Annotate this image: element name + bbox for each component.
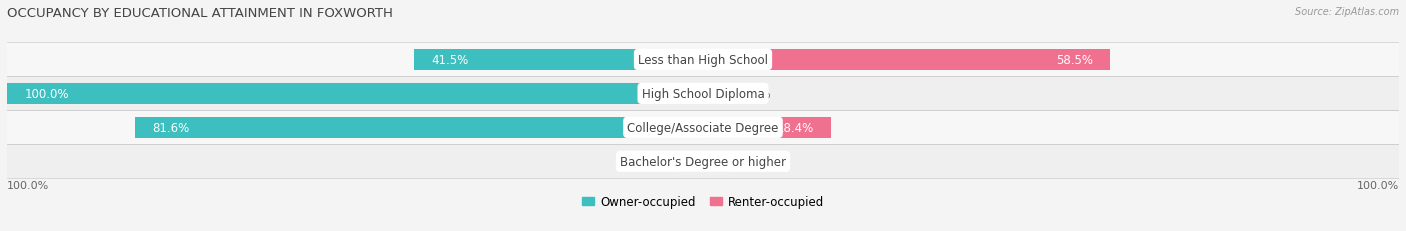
Text: 0.0%: 0.0% [741,155,770,168]
Bar [703,50,1111,71]
Bar [703,83,731,104]
Text: College/Associate Degree: College/Associate Degree [627,121,779,134]
Legend: Owner-occupied, Renter-occupied: Owner-occupied, Renter-occupied [578,191,828,213]
Text: 81.6%: 81.6% [152,121,190,134]
Bar [7,111,1399,145]
Bar [7,43,1399,77]
Bar [7,77,1399,111]
Text: 58.5%: 58.5% [1056,54,1092,67]
Bar [415,50,703,71]
Text: 0.0%: 0.0% [741,88,770,100]
Bar [703,117,831,138]
Text: 0.0%: 0.0% [636,155,665,168]
Text: Less than High School: Less than High School [638,54,768,67]
Text: 100.0%: 100.0% [24,88,69,100]
Text: 100.0%: 100.0% [7,180,49,190]
Bar [703,151,731,172]
Text: Source: ZipAtlas.com: Source: ZipAtlas.com [1295,7,1399,17]
Text: High School Diploma: High School Diploma [641,88,765,100]
Bar [675,151,703,172]
Text: 41.5%: 41.5% [432,54,468,67]
Bar [7,83,703,104]
Text: 100.0%: 100.0% [1357,180,1399,190]
Text: Bachelor's Degree or higher: Bachelor's Degree or higher [620,155,786,168]
Text: 18.4%: 18.4% [776,121,814,134]
Bar [135,117,703,138]
Text: OCCUPANCY BY EDUCATIONAL ATTAINMENT IN FOXWORTH: OCCUPANCY BY EDUCATIONAL ATTAINMENT IN F… [7,7,392,20]
Bar [7,145,1399,179]
